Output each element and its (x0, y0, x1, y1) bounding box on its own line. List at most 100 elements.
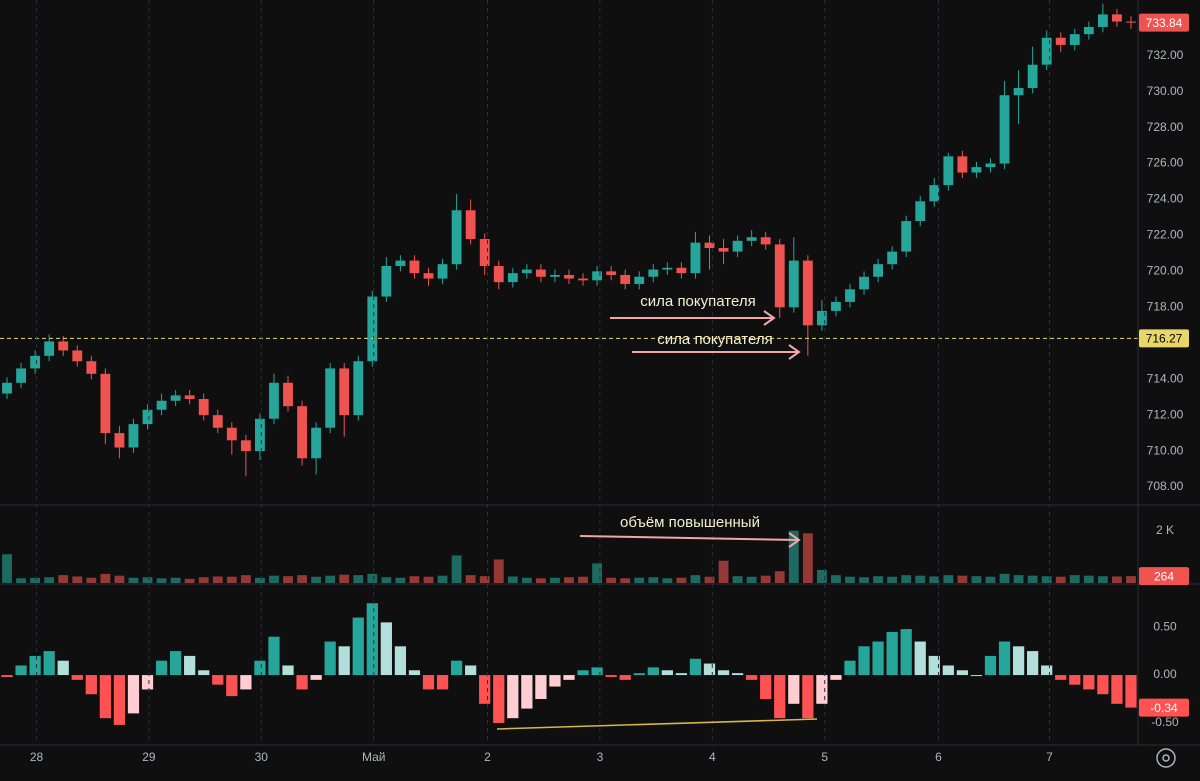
arrow (610, 310, 776, 326)
y-tick-label: 732.00 (1147, 48, 1184, 62)
histogram-bar (296, 675, 308, 690)
volume-bar (381, 577, 392, 583)
histogram-bar (493, 675, 505, 723)
histogram-bar (310, 675, 322, 680)
volume-bar (465, 575, 476, 583)
histogram-bar (1041, 665, 1053, 676)
trend-line (496, 718, 818, 730)
volume-bar (240, 575, 251, 583)
y-tick-label: 728.00 (1147, 120, 1184, 134)
histogram-bar (802, 675, 814, 719)
volume-bar (816, 569, 827, 583)
volume-bar (957, 575, 968, 583)
histogram-bar (619, 675, 631, 680)
x-tick-label: 29 (142, 750, 156, 764)
volume-bar (409, 576, 420, 583)
y-tick-label: 720.00 (1147, 264, 1184, 278)
histogram-bar (970, 675, 983, 677)
value-tag-label: 264 (1154, 569, 1174, 583)
annotation: сила покупателя (640, 293, 755, 310)
y-tick-label: 712.00 (1147, 407, 1184, 421)
value-tag-label: 733.84 (1146, 16, 1183, 30)
histogram-bar (942, 665, 954, 676)
volume-bar (1112, 576, 1122, 583)
value-tag-label: 716.27 (1146, 332, 1183, 346)
y-tick-label: 726.00 (1147, 156, 1184, 170)
volume-bar (521, 577, 532, 583)
volume-bar (760, 575, 771, 583)
volume-bar (507, 576, 518, 583)
volume-bar (620, 578, 631, 583)
x-tick-label: 7 (1046, 750, 1053, 764)
histogram-bar (436, 675, 449, 690)
y-tick-label: 710.00 (1147, 443, 1184, 457)
histogram-bar (703, 663, 716, 676)
volume-bar (170, 577, 181, 583)
histogram-bar (15, 665, 27, 676)
volume-bar (802, 533, 813, 583)
volume-bar (339, 574, 350, 583)
histogram-bar (830, 675, 842, 680)
volume-bar (100, 573, 111, 583)
histogram-bar (226, 675, 238, 697)
histogram-bar (366, 603, 378, 676)
x-tick-label: 30 (255, 750, 269, 764)
volume-bar (634, 577, 645, 583)
volume-bar (1069, 575, 1080, 583)
histogram-bar (113, 675, 126, 725)
histogram-bar (675, 673, 688, 676)
histogram-bar (647, 667, 659, 676)
volume-bar (1041, 576, 1052, 583)
volume-bar (437, 575, 448, 583)
histogram-bar (127, 675, 140, 714)
y-tick-label: 0.00 (1153, 667, 1177, 681)
volume-bar (184, 578, 195, 583)
settings-icon[interactable] (1156, 748, 1176, 768)
volume-bar (985, 576, 996, 583)
settings-dot[interactable] (1162, 754, 1170, 762)
value-tag (1139, 329, 1189, 348)
x-tick-label: 6 (935, 750, 942, 764)
volume-bar (254, 577, 265, 583)
histogram-bar (746, 675, 758, 680)
arrow (579, 532, 801, 548)
settings-ring[interactable] (1156, 748, 1176, 768)
volume-bar (845, 576, 855, 583)
histogram-bar (324, 641, 336, 676)
annotation: сила покупателя (657, 331, 772, 348)
histogram-bar (984, 655, 997, 676)
histogram-bar (394, 646, 407, 676)
histogram-bar (689, 658, 702, 676)
x-tick-label: 2 (484, 750, 491, 764)
histogram-bar (563, 675, 575, 680)
volume-bar (311, 576, 322, 583)
volume-bar (1126, 576, 1136, 583)
y-tick-label: 2 K (1156, 523, 1174, 537)
histogram-bar (479, 675, 491, 704)
histogram-bar (268, 636, 280, 676)
volume-bar (859, 577, 869, 583)
volume-bar (606, 577, 617, 583)
volume-bar (1013, 575, 1024, 583)
histogram-bar (858, 646, 870, 676)
volume-bar (325, 575, 336, 583)
volume-bar (732, 576, 743, 583)
histogram-bar (816, 675, 828, 704)
histogram-bar (43, 651, 55, 676)
x-tick-label: 4 (709, 750, 716, 764)
histogram-bar (760, 675, 772, 700)
histogram-bar (1055, 675, 1067, 680)
x-tick-label: 28 (30, 750, 44, 764)
histogram-bar (254, 660, 266, 676)
volume-bar (648, 577, 659, 583)
histogram-bar (633, 673, 645, 676)
histogram-bar (1125, 675, 1137, 708)
volume-bar (269, 575, 279, 583)
histogram-bar (1069, 675, 1081, 685)
histogram-bar (1083, 675, 1095, 690)
volume-bar (873, 576, 884, 583)
histogram-bar (549, 675, 561, 687)
volume-bar (704, 576, 715, 583)
histogram-bar (1111, 675, 1123, 704)
volume-bar (72, 576, 83, 583)
